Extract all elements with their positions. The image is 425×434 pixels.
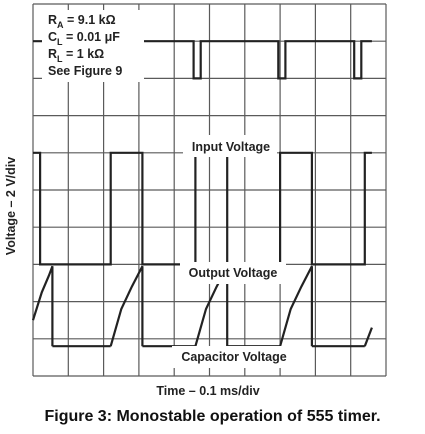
capacitor-voltage-trace [31,265,54,347]
capacitor-voltage-trace [194,265,229,347]
capacitor-label-backdrop [172,346,296,368]
capacitor-voltage-trace [279,265,313,347]
capacitor-voltage-label: Capacitor Voltage [181,350,286,364]
capacitor-voltage-trace [363,327,373,347]
y-axis-label: Voltage – 2 V/div [4,157,18,255]
figure-caption: Figure 3: Monostable operation of 555 ti… [44,408,381,425]
input-voltage-label: Input Voltage [192,140,270,154]
output-voltage-label: Output Voltage [189,266,278,280]
condition-line: RL = 1 kΩ [48,47,104,64]
oscilloscope-chart: Input Voltage Output Voltage Capacitor V… [4,3,387,398]
conditions-box [42,10,144,82]
condition-line: RA = 9.1 kΩ [48,13,116,30]
capacitor-voltage-trace [109,265,144,347]
condition-line: CL = 0.01 μF [48,30,120,47]
output-label-backdrop [180,262,286,284]
x-axis-label: Time – 0.1 ms/div [156,384,259,398]
input-label-backdrop [183,135,277,157]
condition-line: See Figure 9 [48,64,122,78]
